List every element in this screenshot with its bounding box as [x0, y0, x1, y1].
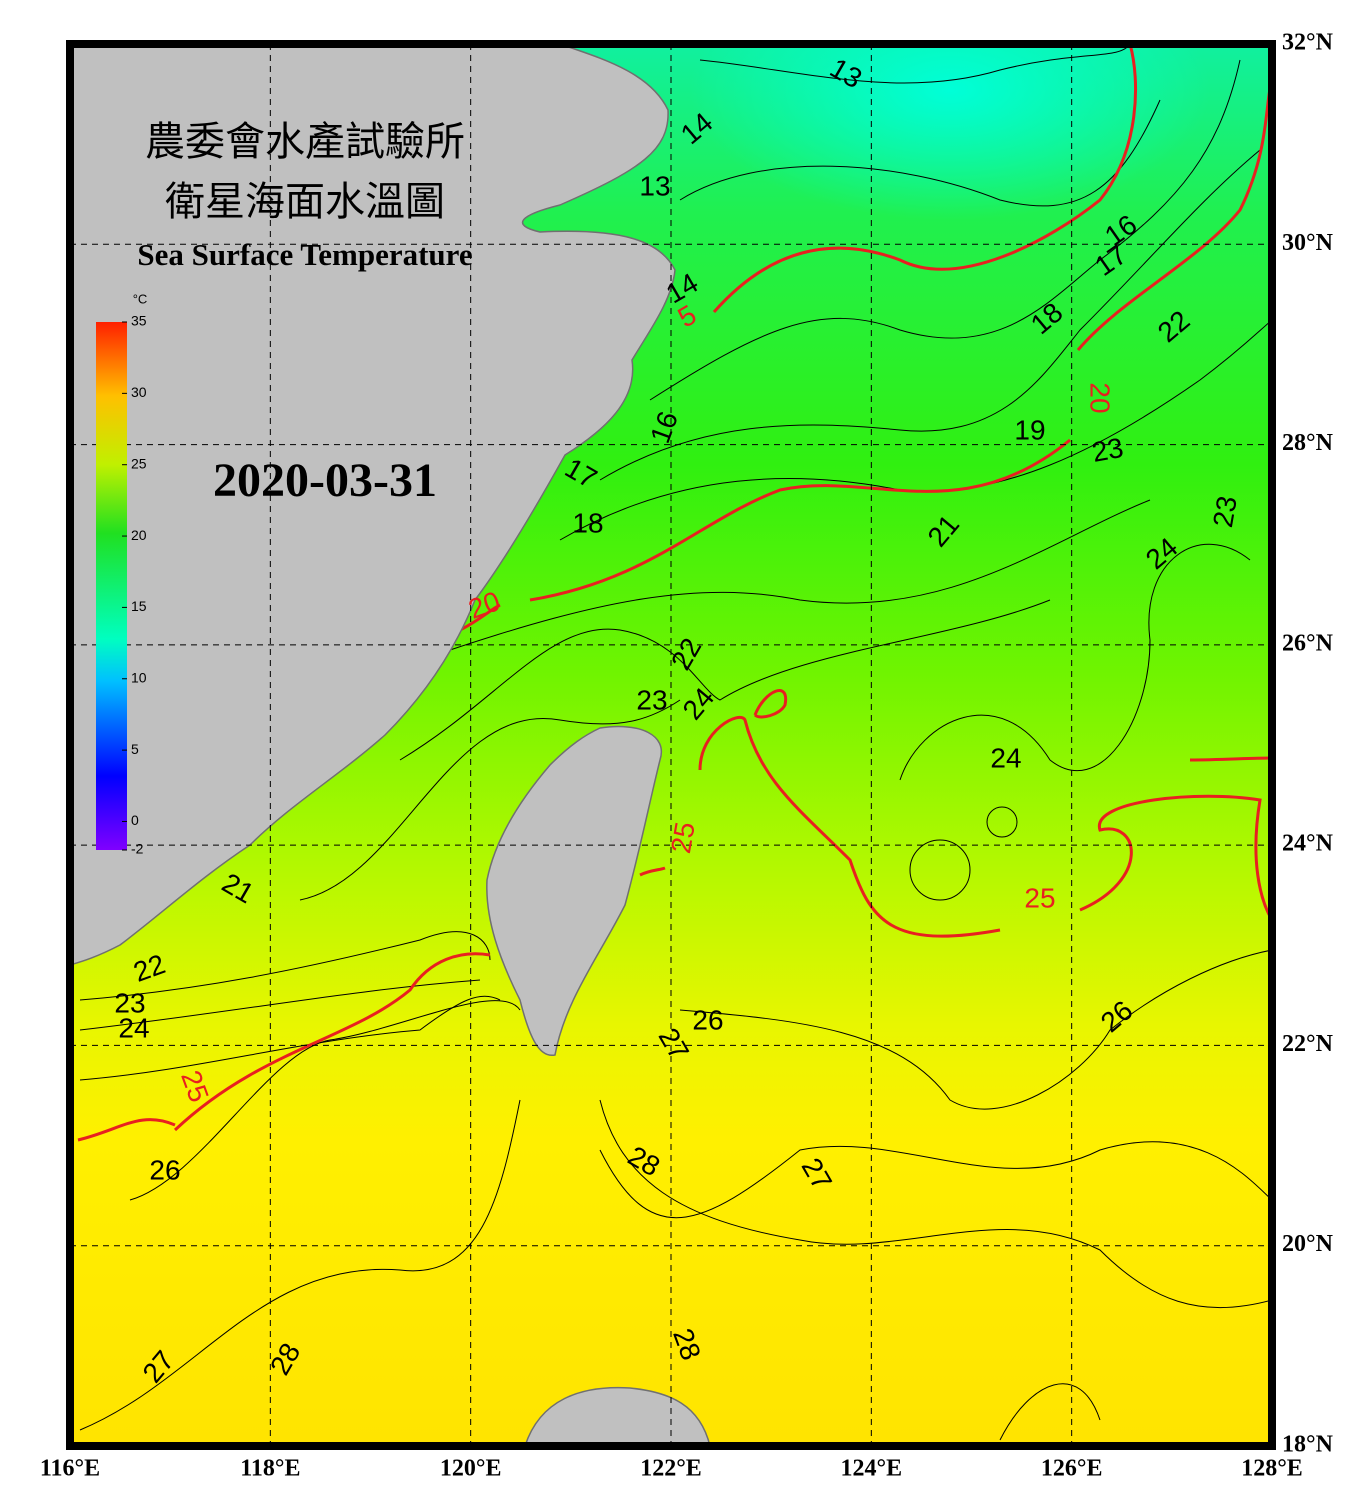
isotherms: [79, 44, 1272, 1441]
contour-label: 13: [639, 170, 670, 201]
lon-label: 128°E: [1241, 1456, 1303, 1482]
colorbar-tick-label: 30: [131, 384, 147, 400]
lon-label: 120°E: [440, 1456, 502, 1482]
lon-label: 124°E: [841, 1456, 903, 1482]
lat-label: 32°N: [1282, 30, 1334, 56]
colorbar-tick-label: 10: [131, 669, 147, 685]
contour-label: 19: [1014, 414, 1045, 445]
graticule: [70, 44, 1272, 1446]
map-area: [70, 44, 1272, 1446]
cold-water: [690, 44, 1210, 220]
lon-label: 116°E: [40, 1456, 100, 1482]
lat-label: 26°N: [1282, 630, 1334, 656]
colorbar-unit: °C: [133, 291, 148, 306]
lon-label: 126°E: [1041, 1456, 1103, 1482]
contour-label: 24: [990, 742, 1021, 773]
contour-label: 20: [1085, 382, 1116, 413]
colorbar: [96, 322, 127, 850]
lat-label: 28°N: [1282, 430, 1334, 456]
contour-label: 23: [114, 987, 145, 1018]
contour-label: 23: [1090, 432, 1126, 468]
title-zh-1: 農委會水產試驗所: [145, 119, 465, 165]
contour-label: 23: [636, 684, 667, 715]
lat-label: 18°N: [1282, 1432, 1334, 1458]
colorbar-tick-label: 25: [131, 455, 147, 471]
contour-label: 26: [149, 1154, 180, 1185]
contour-label: 25: [1024, 882, 1055, 913]
lon-label: 122°E: [640, 1456, 702, 1482]
date: 2020-03-31: [213, 454, 437, 507]
colorbar-tick-label: 15: [131, 598, 147, 614]
contour-label: 23: [1207, 494, 1243, 530]
colorbar-tick-label: 5: [131, 741, 139, 757]
contour-label: 26: [692, 1004, 723, 1035]
contour-label: 24: [118, 1012, 149, 1043]
title-zh-2: 衛星海面水溫圖: [165, 179, 445, 225]
colorbar-tick-label: 20: [131, 527, 147, 543]
contour-label: 18: [572, 507, 603, 538]
colorbar-tick-label: 35: [131, 313, 147, 329]
contour-label: 25: [665, 820, 701, 856]
land: [70, 44, 711, 1446]
lat-label: 30°N: [1282, 230, 1334, 256]
colorbar-tick-label: 0: [131, 812, 139, 828]
colorbar-tick-label: -2: [131, 841, 144, 857]
lon-label: 118°E: [240, 1456, 300, 1482]
lat-label: 22°N: [1282, 1031, 1334, 1057]
lat-label: 24°N: [1282, 831, 1334, 857]
title-en: Sea Surface Temperature: [137, 237, 472, 272]
red-isotherms: [77, 44, 1272, 1142]
lat-label: 20°N: [1282, 1231, 1334, 1257]
map-frame: [66, 40, 1276, 1450]
